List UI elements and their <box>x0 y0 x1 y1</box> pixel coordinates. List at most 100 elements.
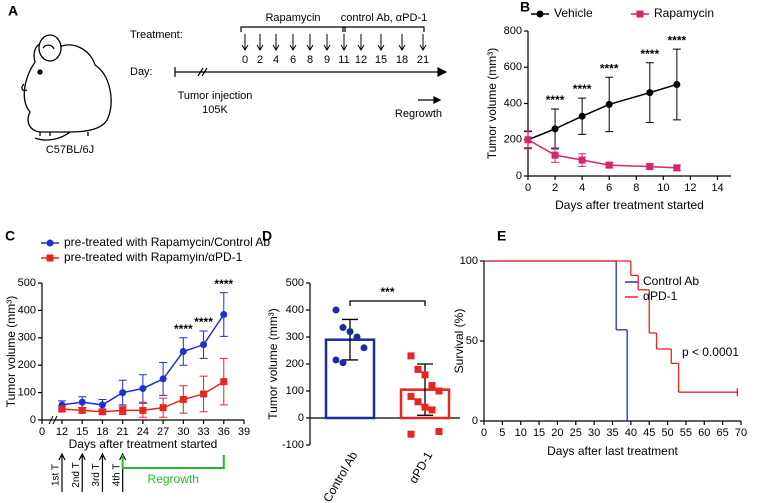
data-point <box>646 163 654 171</box>
data-point <box>435 428 443 435</box>
days: 0 2 4 6 8 9 11 12 15 18 21 <box>241 34 429 66</box>
day-number: 15 <box>375 54 387 66</box>
y-tick-label: 300 <box>286 331 304 343</box>
data-point <box>428 382 436 390</box>
y-tick-label: 100 <box>18 387 36 399</box>
x-tick-label: αPD-1 <box>406 449 435 486</box>
drug-label: Rapamycin <box>265 12 320 24</box>
data-point <box>435 387 443 395</box>
x-tick-label: 30 <box>177 426 189 438</box>
arrow-head <box>272 44 280 51</box>
y-tick-label: 400 <box>286 304 304 316</box>
x-tick-label: 15 <box>533 427 545 439</box>
y-tick-label: 100 <box>286 385 304 397</box>
day-number: 6 <box>290 54 296 66</box>
day-number: 2 <box>257 54 263 66</box>
injection-label: Tumor injection <box>178 90 253 102</box>
x-tick-label: 33 <box>197 426 209 438</box>
x-tick-label: 36 <box>218 426 230 438</box>
treatment-arrow <box>58 452 66 492</box>
significance: **** <box>668 33 687 47</box>
significance-bracket <box>349 300 426 306</box>
legend-label: Control Ab <box>643 274 699 288</box>
data-point <box>605 161 613 169</box>
x-tick-label: 0 <box>481 427 487 439</box>
arrow-head <box>340 44 348 51</box>
significance: **** <box>600 61 619 75</box>
data-point <box>551 125 559 133</box>
y-tick-label: 300 <box>18 332 36 344</box>
series-line <box>527 139 677 169</box>
day-number: 4 <box>273 54 279 66</box>
data-point <box>551 151 559 159</box>
x-tick-label: 4 <box>579 182 585 194</box>
data-point <box>200 390 208 398</box>
regrowth-label: Regrowth <box>395 108 442 120</box>
treatment-label: 2nd T <box>71 462 82 487</box>
day-number: 9 <box>324 54 330 66</box>
x-tick-label: 39 <box>238 426 250 438</box>
y-tick-label: 500 <box>18 277 36 289</box>
data-point <box>578 156 586 164</box>
x-tick-label: 50 <box>661 427 673 439</box>
data-point <box>46 239 54 247</box>
data-point <box>119 389 127 397</box>
y-tick-label: 100 <box>460 255 478 267</box>
data-point <box>78 406 86 414</box>
x-tick-label: 5 <box>499 427 505 439</box>
data-point <box>636 10 644 18</box>
drug-label: control Ab, αPD-1 <box>341 12 427 24</box>
treatment-label: Treatment: <box>130 29 183 41</box>
y-tick-label: 0 <box>472 415 478 427</box>
day-number: 0 <box>242 54 248 66</box>
data-point <box>98 408 106 416</box>
data-point <box>407 430 415 438</box>
arrow-head <box>256 44 264 51</box>
data-point <box>332 356 340 364</box>
y-tick-label: 500 <box>286 277 304 289</box>
arrow-head <box>398 44 406 51</box>
data-point <box>339 359 347 367</box>
data-point <box>220 378 228 386</box>
significance: **** <box>214 277 233 291</box>
y-tick-label: 400 <box>18 304 36 316</box>
mouse-icon <box>21 34 112 141</box>
x-tick-label: 8 <box>633 182 639 194</box>
data-point <box>339 324 347 332</box>
x-tick-label: 0 <box>525 182 531 194</box>
data-point <box>179 395 187 403</box>
y-tick-label: 200 <box>504 134 522 146</box>
data-point <box>159 375 167 383</box>
significance: **** <box>546 93 565 107</box>
significance: *** <box>380 285 394 299</box>
y-tick-label: 800 <box>504 25 522 37</box>
series-line <box>527 83 678 141</box>
data-point <box>407 392 415 400</box>
y-tick-label: 600 <box>504 61 522 73</box>
treatment-label: 4th T <box>111 464 122 487</box>
x-tick-label: 21 <box>117 426 129 438</box>
y-tick-label: -100 <box>282 439 304 451</box>
data-point <box>98 401 106 409</box>
x-tick-label: 55 <box>680 427 692 439</box>
day-number: 21 <box>417 54 429 66</box>
y-tick-label: 50 <box>466 335 478 347</box>
data-point <box>646 89 654 97</box>
panel-label: B <box>520 0 530 15</box>
significance: **** <box>174 322 193 336</box>
y-tick-label: 400 <box>504 97 522 109</box>
x-tick-label: 20 <box>551 427 563 439</box>
x-axis-label: Days after treatment started <box>555 198 704 212</box>
data-point <box>346 328 354 336</box>
x-tick-label: 10 <box>515 427 527 439</box>
y-axis-label: Survival (%) <box>452 309 466 374</box>
arrow-head <box>357 44 365 51</box>
data-point <box>78 398 86 406</box>
treatment-label: 1st T <box>51 464 62 486</box>
x-tick-label: 0 <box>39 426 45 438</box>
x-tick-label: 60 <box>698 427 710 439</box>
arrow-head <box>419 44 427 51</box>
x-tick-label: 70 <box>735 427 747 439</box>
data-point <box>428 406 436 414</box>
